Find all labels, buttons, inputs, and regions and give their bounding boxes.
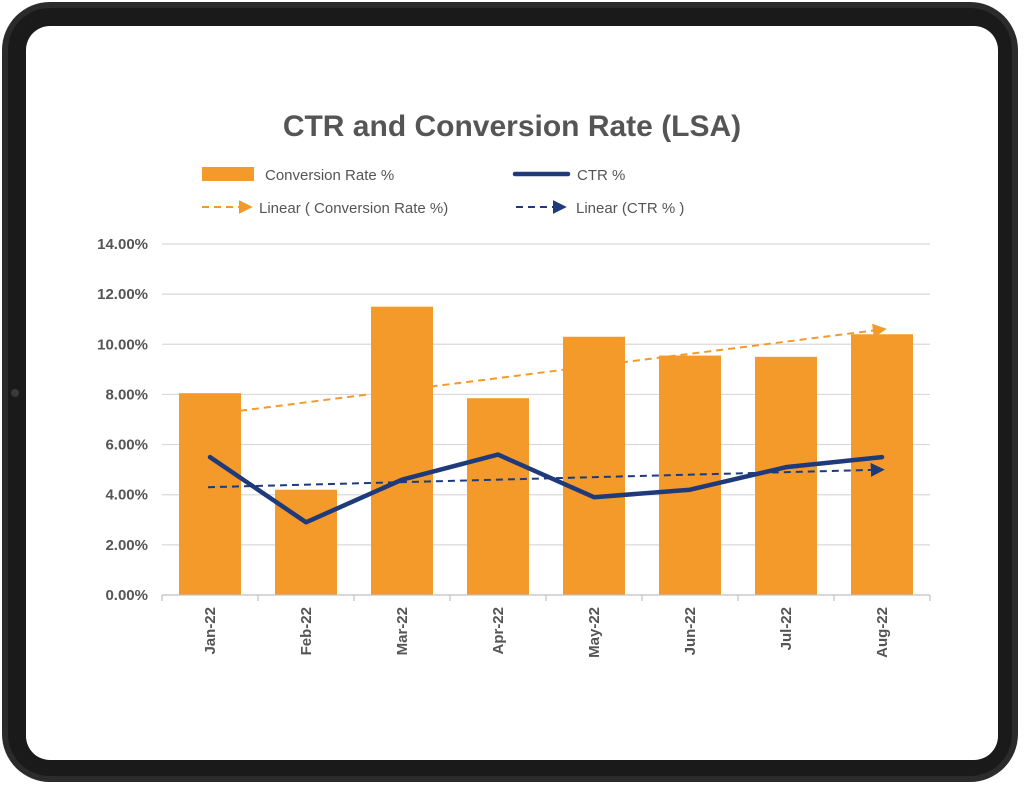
- y-tick-label: 2.00%: [105, 537, 148, 554]
- x-tick-label: Jan-22: [202, 607, 219, 655]
- x-axis: Jan-22 Feb-22 Mar-22 Apr-22 May-22 Jun-22 Jul-…: [161, 594, 931, 658]
- x-tick-label: Feb-22: [298, 607, 315, 655]
- bar-series: [179, 306, 913, 595]
- bar: [179, 393, 241, 595]
- legend-label-ctr-trend: Linear (CTR % ): [576, 200, 684, 217]
- y-tick-label: 10.00%: [97, 336, 148, 353]
- legend-label-conversion: Conversion Rate %: [265, 167, 394, 184]
- x-tick-label: Aug-22: [874, 607, 891, 658]
- y-tick-label: 0.00%: [105, 587, 148, 604]
- bar: [563, 336, 625, 595]
- bar: [851, 334, 913, 595]
- x-tick-label: May-22: [586, 607, 603, 658]
- bar: [371, 306, 433, 595]
- tablet-screen: [26, 26, 998, 760]
- conversion-trendline: [239, 323, 887, 412]
- legend-swatch-conversion: [202, 167, 254, 181]
- y-tick-label: 8.00%: [105, 386, 148, 403]
- x-tick-label: Apr-22: [490, 607, 507, 655]
- legend-label-conversion-trend: Linear ( Conversion Rate %): [259, 200, 448, 217]
- bar: [467, 398, 529, 595]
- x-tick-label: Jun-22: [682, 607, 699, 655]
- y-tick-label: 12.00%: [97, 286, 148, 303]
- x-tick-label: Mar-22: [394, 607, 411, 655]
- y-tick-label: 14.00%: [97, 236, 148, 253]
- y-tick-label: 6.00%: [105, 437, 148, 454]
- trendlines: [207, 323, 887, 489]
- chart-title: CTR and Conversion Rate (LSA): [283, 110, 741, 143]
- bar: [755, 356, 817, 595]
- legend: Conversion Rate % CTR % Linear ( Conversio…: [202, 167, 684, 217]
- y-axis: 0.00% 2.00% 4.00% 6.00% 8.00% 10.00% 12.00% 14.…: [97, 236, 148, 604]
- camera-icon: [11, 389, 19, 397]
- ctr-line: [207, 452, 885, 525]
- ctr-trendline: [207, 462, 885, 489]
- legend-label-ctr: CTR %: [577, 167, 625, 184]
- y-tick-label: 4.00%: [105, 487, 148, 504]
- x-tick-label: Jul-22: [778, 607, 795, 650]
- ctr-line-series: [207, 452, 885, 525]
